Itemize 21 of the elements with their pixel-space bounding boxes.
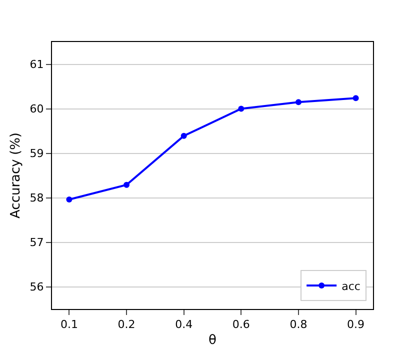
x-tick-label: 0.4 bbox=[175, 318, 193, 332]
x-tick-label: 0.9 bbox=[347, 318, 365, 332]
point bbox=[180, 132, 187, 139]
legend-label: acc bbox=[342, 280, 360, 293]
point bbox=[66, 196, 72, 203]
x-tick-label: 0.6 bbox=[232, 318, 250, 332]
y-tick-label: 56 bbox=[30, 280, 44, 294]
x-tick-label: 0.1 bbox=[60, 318, 78, 332]
y-axis-title: Accuracy (%) bbox=[8, 132, 24, 218]
y-tick-label: 58 bbox=[30, 192, 44, 205]
point bbox=[238, 106, 244, 112]
x-axis-title: θ bbox=[208, 332, 217, 348]
point bbox=[124, 182, 130, 188]
x-tick-label: 0.2 bbox=[118, 318, 136, 332]
y-tick-label: 61 bbox=[30, 58, 44, 72]
y-tick-label: 60 bbox=[30, 102, 44, 116]
point bbox=[295, 99, 302, 106]
y-tick-label: 57 bbox=[30, 236, 44, 250]
x-tick-label: 0.8 bbox=[290, 318, 308, 332]
y-tick-label: 59 bbox=[30, 147, 44, 160]
point bbox=[352, 95, 359, 102]
